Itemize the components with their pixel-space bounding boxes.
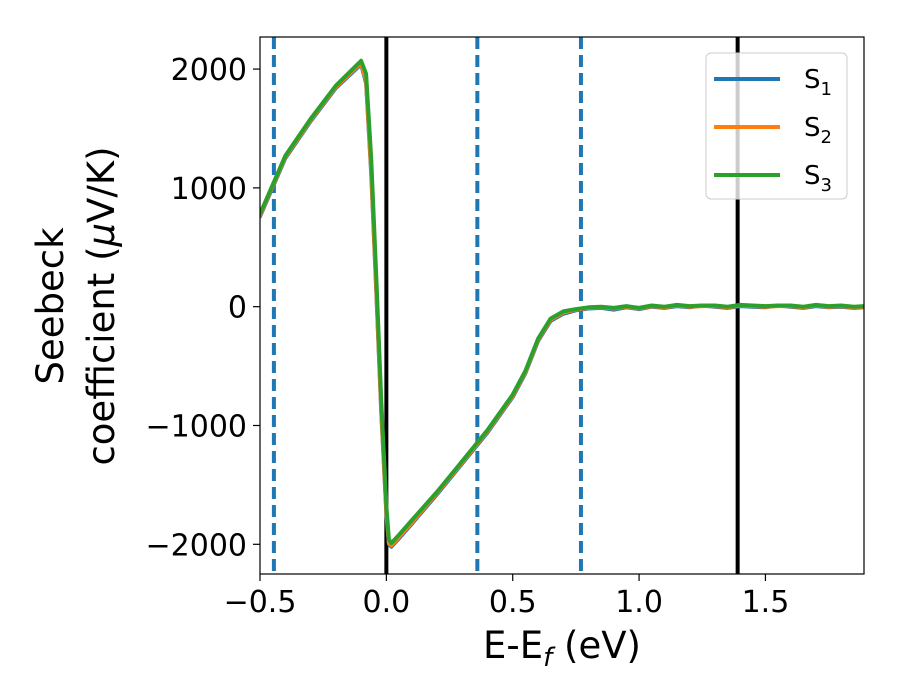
- y-axis-title: Seebeck coefficient (μV/K): [29, 146, 123, 465]
- x-tick-label: 1.5: [742, 585, 790, 620]
- y-tick-label: 0: [228, 291, 247, 326]
- y-tick-label: −2000: [146, 528, 247, 563]
- x-tick-label: −0.5: [224, 585, 297, 620]
- x-tick-label: 0.5: [489, 585, 537, 620]
- plot-frame: [259, 36, 865, 575]
- y-tick-label: 2000: [171, 53, 247, 88]
- y-tick-label: 1000: [171, 172, 247, 207]
- series-line-3: [260, 58, 864, 546]
- x-tick-label: 1.0: [615, 585, 663, 620]
- series-lines: [260, 58, 864, 549]
- legend-label-3: S3: [804, 161, 832, 196]
- y-axis-title-line1: Seebeck: [29, 227, 72, 385]
- y-tick-label: −1000: [146, 409, 247, 444]
- x-axis-title: E-Ef (eV): [483, 624, 641, 673]
- y-axis-ticks: −2000 −1000 0 1000 2000: [146, 53, 260, 563]
- y-axis-title-line2: coefficient (μV/K): [80, 146, 123, 465]
- x-tick-label: 0.0: [363, 585, 411, 620]
- x-axis-ticks: −0.5 0.0 0.5 1.0 1.5: [224, 574, 790, 620]
